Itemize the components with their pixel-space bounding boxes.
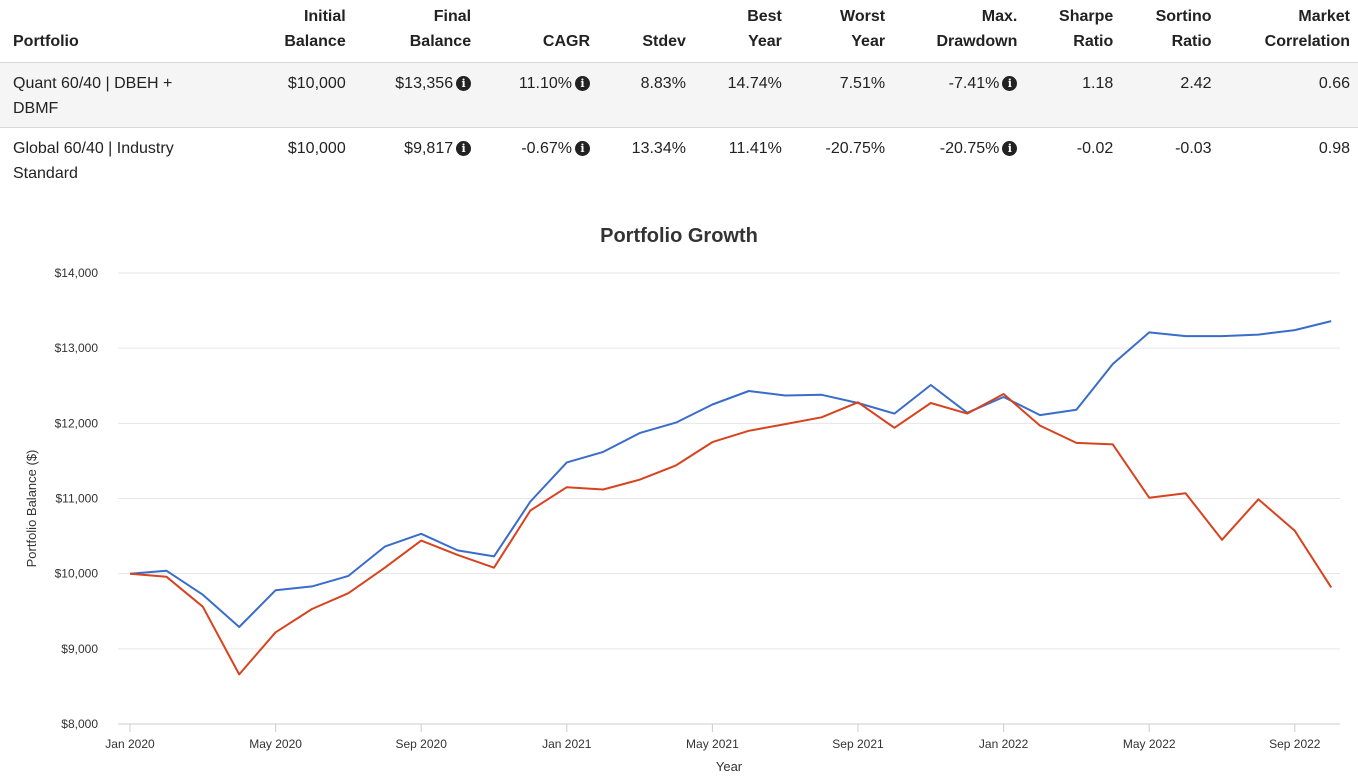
table-row: Quant 60/40 | DBEH + DBMF $10,000 $13,356… [0, 62, 1358, 128]
sortino-ratio-cell: -0.03 [1121, 127, 1220, 192]
growth-chart-svg: $8,000 $9,000 $10,000 $11,000 $12,000 $13,000… [24, 266, 1340, 774]
header-cagr[interactable]: CAGR [479, 0, 598, 63]
sharpe-ratio-cell: -0.02 [1025, 127, 1122, 192]
x-tick-label: Jan 2022 [979, 737, 1029, 751]
final-balance-cell: $9,817 i [353, 127, 480, 192]
x-tick-label: Sep 2022 [1269, 737, 1321, 751]
header-sharpe-ratio[interactable]: Sharpe Ratio [1025, 0, 1122, 63]
header-best-year[interactable]: Best Year [693, 0, 790, 63]
info-circle-icon[interactable]: i [1002, 76, 1018, 91]
x-axis-title: Year [716, 759, 743, 774]
info-circle-icon[interactable]: i [1002, 141, 1018, 156]
worst-year-cell: 7.51% [789, 62, 894, 128]
header-initial-balance[interactable]: Initial Balance [248, 0, 354, 63]
header-sortino-ratio[interactable]: Sortino Ratio [1121, 0, 1220, 63]
y-tick-label: $8,000 [61, 717, 98, 731]
y-tick-label: $10,000 [55, 567, 99, 581]
header-max-drawdown[interactable]: Max. Drawdown [893, 0, 1026, 63]
initial-balance-cell: $10,000 [248, 62, 354, 128]
info-circle-icon[interactable]: i [456, 141, 472, 156]
header-final-balance[interactable]: Final Balance [353, 0, 480, 63]
series-line-1 [129, 320, 1332, 628]
x-tick-label: May 2022 [1123, 737, 1176, 751]
header-worst-year[interactable]: Worst Year [789, 0, 894, 63]
y-tick-label: $11,000 [56, 492, 99, 506]
market-correlation-cell: 0.98 [1219, 127, 1358, 192]
series-line-2 [129, 393, 1333, 676]
header-market-correlation[interactable]: Market Correlation [1219, 0, 1358, 63]
table-header-row: Portfolio Initial Balance Final Balance CA… [0, 0, 1358, 63]
initial-balance-cell: $10,000 [248, 127, 354, 192]
portfolio-name-cell: Global 60/40 | Industry Standard [0, 127, 249, 192]
x-tick-label: May 2021 [686, 737, 739, 751]
x-tick-label: Jan 2021 [542, 737, 592, 751]
y-tick-label: $12,000 [55, 416, 99, 430]
max-drawdown-cell: -7.41% i [893, 62, 1026, 128]
portfolio-name-cell: Quant 60/40 | DBEH + DBMF [0, 62, 249, 128]
market-correlation-cell: 0.66 [1219, 62, 1358, 128]
cagr-cell: 11.10% i [479, 62, 598, 128]
y-tick-label: $13,000 [55, 341, 99, 355]
x-tick-label: Sep 2021 [832, 737, 884, 751]
info-circle-icon[interactable]: i [456, 76, 472, 91]
table-row: Global 60/40 | Industry Standard $10,000 … [0, 127, 1358, 192]
final-balance-cell: $13,356 i [353, 62, 480, 128]
stdev-cell: 8.83% [598, 62, 694, 128]
portfolio-growth-chart: $8,000 $9,000 $10,000 $11,000 $12,000 $13,000… [0, 215, 1358, 781]
x-tick-label: Sep 2020 [396, 737, 448, 751]
y-tick-label: $9,000 [61, 642, 98, 656]
x-tick-label: May 2020 [249, 737, 302, 751]
info-circle-icon[interactable]: i [575, 141, 590, 156]
y-tick-label: $14,000 [55, 266, 99, 280]
chart-title: Portfolio Growth [600, 225, 758, 247]
stdev-cell: 13.34% [598, 127, 694, 192]
sharpe-ratio-cell: 1.18 [1025, 62, 1122, 128]
y-axis-title: Portfolio Balance ($) [24, 450, 39, 568]
axes: $8,000 $9,000 $10,000 $11,000 $12,000 $13,000… [24, 266, 1321, 774]
cagr-cell: -0.67% i [479, 127, 598, 192]
gridlines [118, 272, 1340, 725]
worst-year-cell: -20.75% [789, 127, 894, 192]
info-circle-icon[interactable]: i [575, 76, 590, 91]
x-tick-label: Jan 2020 [105, 737, 155, 751]
max-drawdown-cell: -20.75% i [893, 127, 1026, 192]
header-stdev[interactable]: Stdev [598, 0, 694, 63]
best-year-cell: 14.74% [693, 62, 790, 128]
sortino-ratio-cell: 2.42 [1121, 62, 1220, 128]
best-year-cell: 11.41% [693, 127, 790, 192]
portfolio-stats-table: Portfolio Initial Balance Final Balance CA… [0, 0, 1358, 192]
header-portfolio[interactable]: Portfolio [0, 0, 249, 63]
series-lines [129, 320, 1333, 676]
